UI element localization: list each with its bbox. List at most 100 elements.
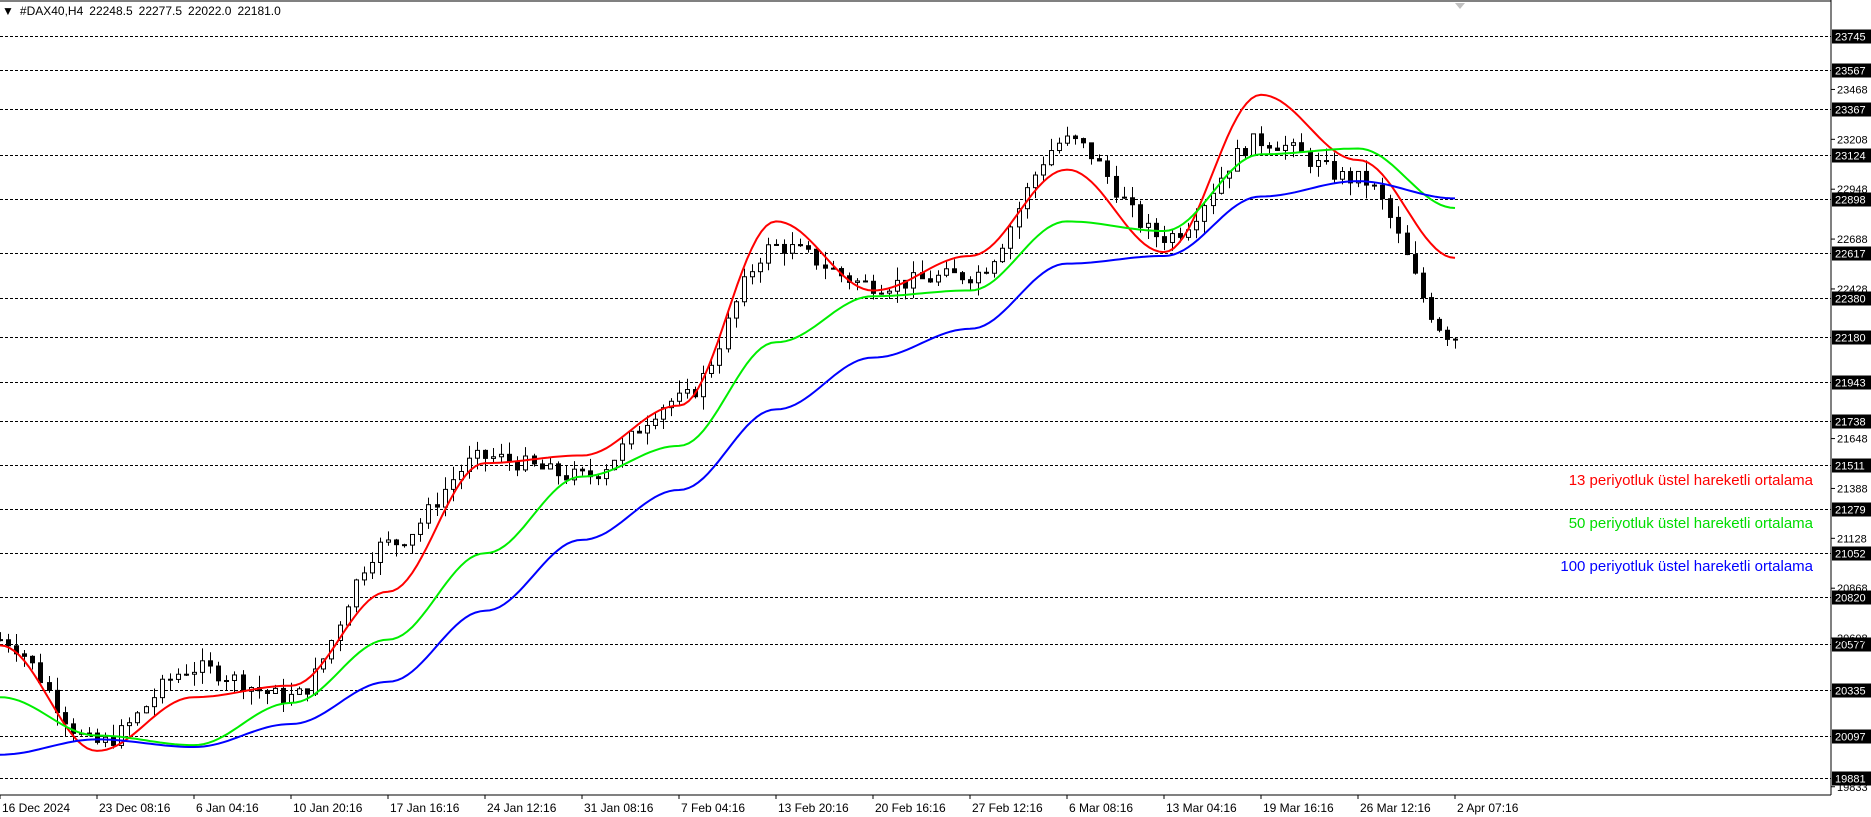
candle-body bbox=[936, 274, 941, 283]
candle-body bbox=[499, 453, 504, 458]
candle-body bbox=[1097, 158, 1102, 162]
candle-body bbox=[281, 687, 286, 704]
candle-body bbox=[653, 418, 658, 426]
level-label: 20097 bbox=[1835, 732, 1866, 744]
candle-body bbox=[1138, 204, 1143, 228]
candle-body bbox=[491, 456, 496, 459]
time-tick-label: 31 Jan 08:16 bbox=[584, 801, 654, 815]
candle-body bbox=[1267, 145, 1272, 149]
candle-body bbox=[426, 504, 431, 524]
candle-body bbox=[1081, 138, 1086, 144]
candle-body bbox=[297, 688, 302, 695]
time-tick-label: 13 Mar 04:16 bbox=[1166, 801, 1237, 815]
time-tick-label: 26 Mar 12:16 bbox=[1360, 801, 1431, 815]
candle-body bbox=[289, 693, 294, 704]
level-label: 22617 bbox=[1835, 249, 1866, 261]
candle-body bbox=[1033, 174, 1038, 189]
candle-body bbox=[1316, 160, 1321, 167]
chart-background bbox=[0, 0, 1831, 795]
candle-body bbox=[386, 539, 391, 543]
candle-body bbox=[1000, 247, 1005, 263]
candle-body bbox=[564, 475, 569, 481]
moving-averages bbox=[0, 93, 1456, 756]
candle-body bbox=[1089, 142, 1094, 160]
level-label: 21052 bbox=[1835, 549, 1866, 561]
candle-body bbox=[1388, 198, 1393, 218]
candle-body bbox=[855, 280, 860, 283]
candle-body bbox=[176, 673, 181, 680]
level-label: 22898 bbox=[1835, 195, 1866, 207]
candle-body bbox=[637, 430, 642, 434]
legend-ema-100: 100 periyotluk üstel hareketli ortalama bbox=[1560, 558, 1813, 575]
price-tick-label: 22688 bbox=[1837, 234, 1868, 246]
scroll-marker-icon[interactable] bbox=[1455, 3, 1465, 9]
ema-13-line bbox=[0, 93, 1456, 752]
candle-body bbox=[928, 278, 933, 283]
candle-body bbox=[1372, 184, 1377, 187]
level-label-box bbox=[1832, 63, 1871, 78]
candle-body bbox=[273, 687, 278, 694]
time-tick-label: 6 Mar 08:16 bbox=[1069, 801, 1133, 815]
candle-body bbox=[1380, 184, 1385, 200]
level-grid bbox=[0, 36, 1831, 779]
time-tick-label: 19 Mar 16:16 bbox=[1263, 801, 1334, 815]
level-label: 23567 bbox=[1835, 66, 1866, 78]
candle-body bbox=[871, 280, 876, 294]
level-label: 23124 bbox=[1835, 151, 1866, 163]
candle-body bbox=[1243, 148, 1248, 157]
legend-ema-13: 13 periyotluk üstel hareketli ortalama bbox=[1568, 472, 1813, 489]
level-label-box bbox=[1832, 502, 1871, 517]
time-tick-label: 13 Feb 20:16 bbox=[778, 801, 849, 815]
price-tick-label: 21388 bbox=[1837, 483, 1868, 495]
candle-body bbox=[507, 453, 512, 462]
time-tick-label: 6 Jan 04:16 bbox=[196, 801, 259, 815]
candle-body bbox=[451, 479, 456, 490]
candle-body bbox=[992, 261, 997, 274]
candle-body bbox=[766, 244, 771, 264]
candle-body bbox=[1356, 170, 1361, 184]
time-axis: 16 Dec 2024 23 Dec 08:16 6 Jan 04:16 10 Jan… bbox=[0, 795, 1519, 815]
candle-body bbox=[645, 424, 650, 434]
candle-body bbox=[968, 279, 973, 284]
candle-body bbox=[135, 712, 140, 724]
candle-body bbox=[362, 572, 367, 581]
candle-body bbox=[1429, 297, 1434, 320]
candle-body bbox=[879, 292, 884, 295]
level-label-box bbox=[1832, 683, 1871, 698]
candle-body bbox=[1017, 208, 1022, 228]
candle-body bbox=[523, 455, 528, 471]
candle-body bbox=[1146, 222, 1151, 228]
candle-body bbox=[1348, 171, 1353, 184]
candle-body bbox=[1041, 164, 1046, 176]
candle-body bbox=[1122, 196, 1127, 199]
candle-body bbox=[232, 674, 237, 682]
level-label-box bbox=[1832, 291, 1871, 306]
time-tick-label: 2 Apr 07:16 bbox=[1457, 801, 1519, 815]
candle-body bbox=[1194, 220, 1199, 231]
candle-body bbox=[418, 522, 423, 535]
candle-body bbox=[685, 389, 690, 394]
price-tick-label: 21128 bbox=[1837, 533, 1867, 545]
candle-body bbox=[863, 280, 868, 283]
candle-body bbox=[38, 662, 43, 684]
candle-body bbox=[1437, 318, 1442, 331]
candle-body bbox=[548, 463, 553, 470]
level-label: 20577 bbox=[1835, 640, 1866, 652]
level-label-box bbox=[1832, 29, 1871, 44]
candle-body bbox=[1251, 133, 1256, 157]
legend-ema-50: 50 periyotluk üstel hareketli ortalama bbox=[1568, 515, 1813, 532]
candle-body bbox=[1130, 197, 1135, 206]
chart-menu-icon[interactable]: ▼ bbox=[2, 4, 14, 18]
candle-body bbox=[1211, 192, 1216, 207]
candle-body bbox=[774, 243, 779, 246]
time-tick-label: 16 Dec 2024 bbox=[2, 801, 70, 815]
candle-body bbox=[354, 579, 359, 608]
candle-body bbox=[224, 680, 229, 683]
candle-body bbox=[726, 317, 731, 350]
candle-body bbox=[556, 463, 561, 477]
level-label-box bbox=[1832, 771, 1871, 786]
level-label-box bbox=[1832, 246, 1871, 261]
level-label: 22180 bbox=[1835, 333, 1866, 345]
candle-body bbox=[814, 248, 819, 266]
